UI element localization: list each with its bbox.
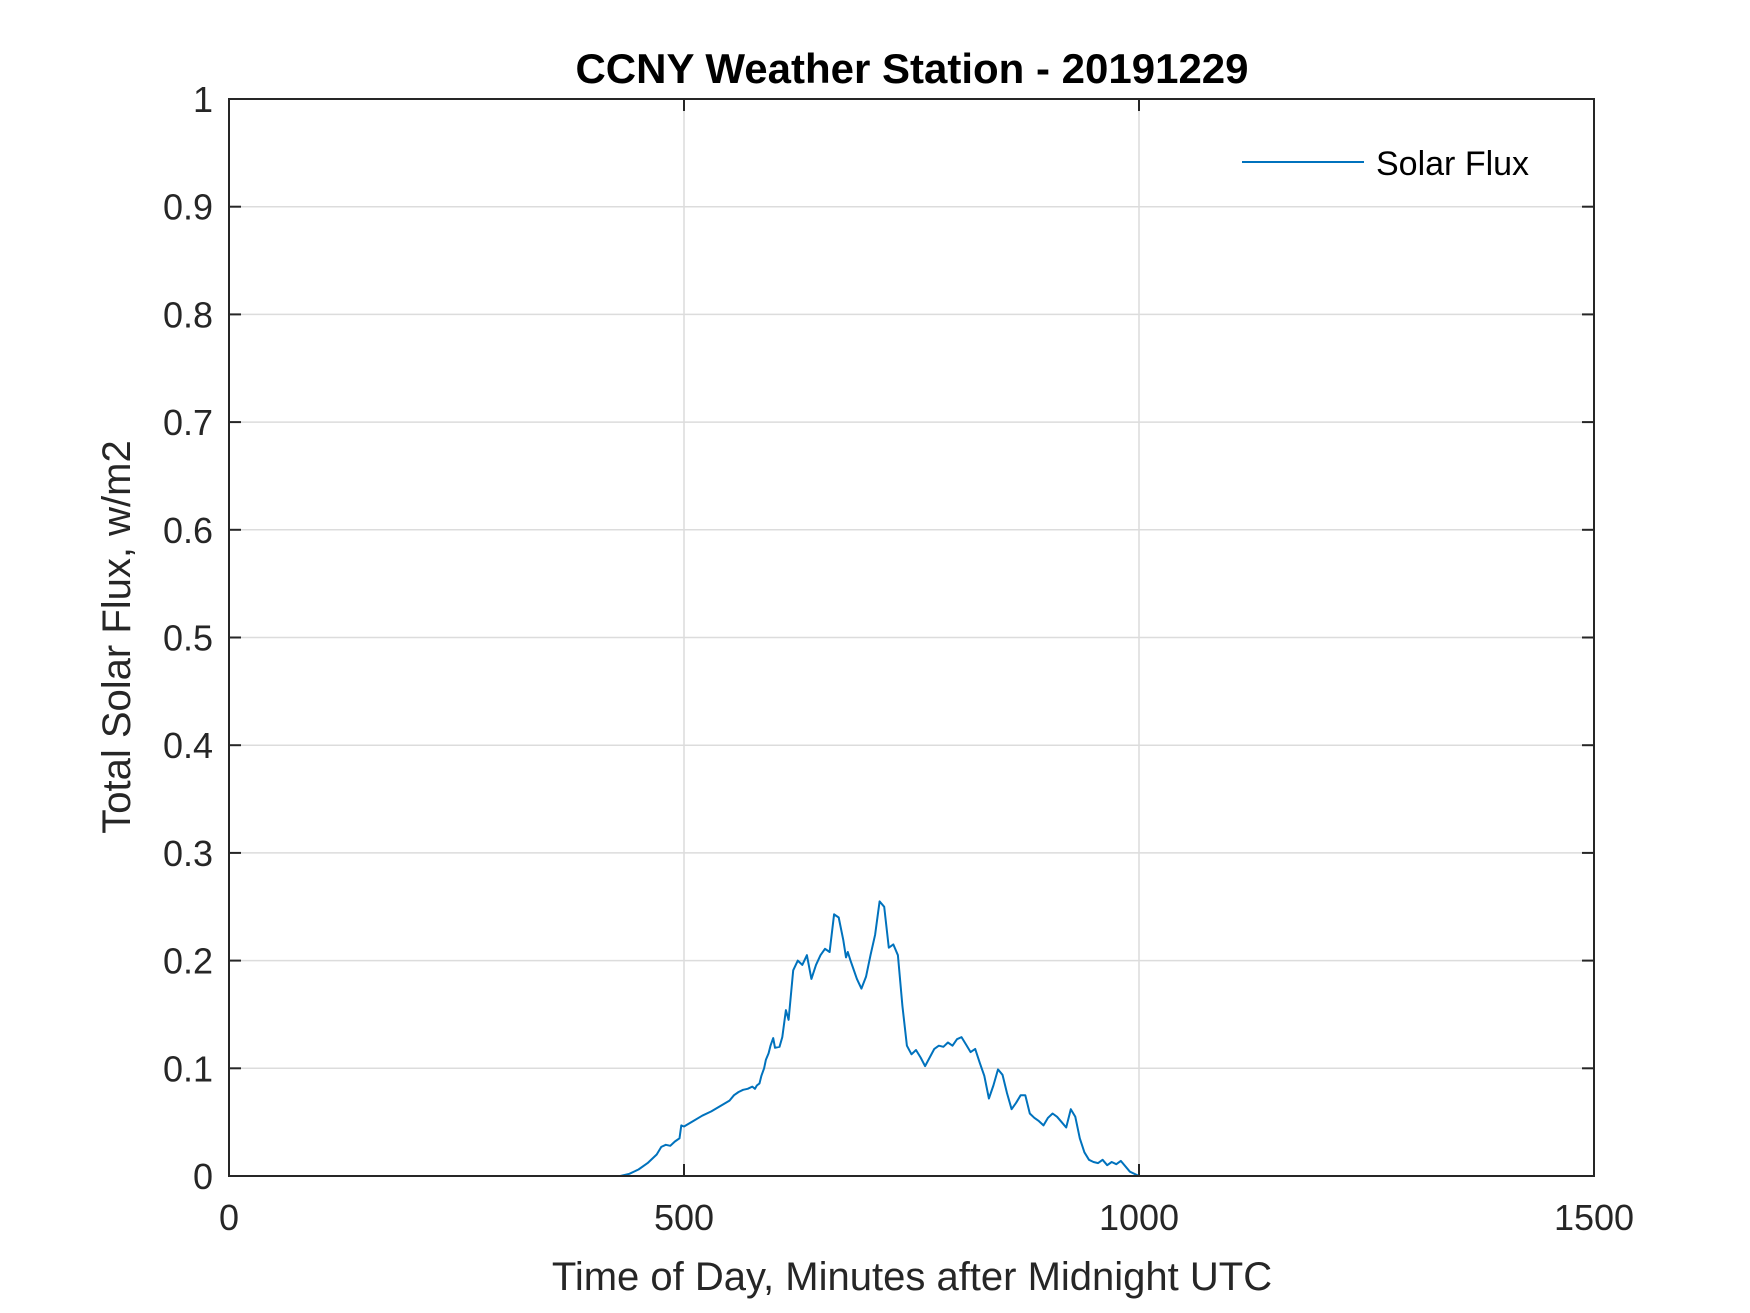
y-tick-label: 0.3 xyxy=(163,833,213,874)
y-tick-label: 0.8 xyxy=(163,294,213,335)
y-tick-label: 0 xyxy=(193,1156,213,1197)
y-tick-label: 0.1 xyxy=(163,1048,213,1089)
axes-box xyxy=(228,98,1595,1177)
y-tick-label: 0.6 xyxy=(163,510,213,551)
x-axis-label: Time of Day, Minutes after Midnight UTC xyxy=(552,1255,1272,1299)
y-tick-label: 1 xyxy=(193,79,213,120)
y-tick-label: 0.9 xyxy=(163,187,213,228)
x-tick-label: 0 xyxy=(219,1197,239,1238)
y-tick-label: 0.4 xyxy=(163,725,213,766)
grid-lines xyxy=(229,99,1594,1176)
y-tick-label: 0.5 xyxy=(163,618,213,659)
legend: Solar Flux xyxy=(1242,145,1529,183)
chart-title: CCNY Weather Station - 20191229 xyxy=(575,45,1248,92)
y-tick-label: 0.2 xyxy=(163,941,213,982)
x-tick-label: 1000 xyxy=(1099,1197,1179,1238)
tick-labels: 0 500 1000 1500 0 0.1 0.2 0.3 0.4 0.5 0.6 0.7 0.8 0.9… xyxy=(163,79,1634,1238)
y-tick-label: 0.7 xyxy=(163,402,213,443)
y-axis-label: Total Solar Flux, w/m2 xyxy=(95,440,139,833)
series-layer xyxy=(229,900,1544,1177)
x-tick-label: 500 xyxy=(654,1197,714,1238)
x-tick-label: 1500 xyxy=(1554,1197,1634,1238)
legend-label-solar-flux: Solar Flux xyxy=(1376,145,1529,183)
series-line-solar-flux xyxy=(229,900,1544,1177)
